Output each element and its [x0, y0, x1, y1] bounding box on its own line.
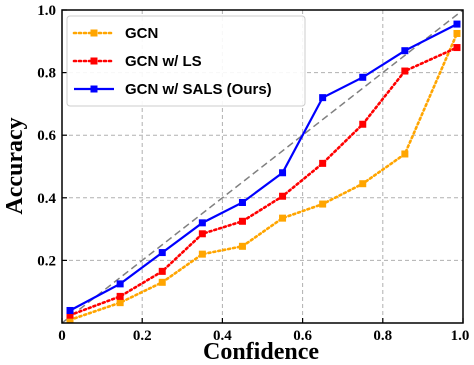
- data-point: [279, 169, 287, 177]
- legend-item: GCN w/ LS: [72, 53, 202, 70]
- data-point: [401, 150, 409, 158]
- series-3: [66, 20, 461, 314]
- series-2: [66, 44, 461, 319]
- series-line: [68, 46, 459, 317]
- series-group: [66, 20, 461, 324]
- data-point: [238, 217, 246, 225]
- data-point: [158, 267, 166, 275]
- legend-marker: [90, 57, 98, 65]
- data-point: [198, 219, 206, 227]
- data-point: [279, 214, 287, 222]
- data-point: [319, 159, 327, 167]
- data-point: [66, 316, 74, 324]
- data-point: [66, 306, 74, 314]
- data-point: [401, 47, 409, 55]
- x-tick-label: 0.4: [213, 328, 232, 344]
- plot-frame: [61, 9, 464, 324]
- data-point: [238, 242, 246, 250]
- legend-box: [66, 15, 306, 107]
- series-line: [68, 32, 459, 322]
- data-point: [238, 198, 246, 206]
- legend-marker: [90, 29, 98, 37]
- data-point: [116, 292, 124, 300]
- data-point: [453, 20, 461, 28]
- data-point: [359, 120, 367, 128]
- series-line: [69, 23, 458, 312]
- perfect-calibration-line: [61, 9, 464, 324]
- data-point: [359, 180, 367, 188]
- x-tick-label: 0: [58, 328, 66, 344]
- x-axis-label: Confidence: [203, 339, 319, 365]
- x-tick-label: 0.8: [373, 328, 392, 344]
- y-tick-label: 0.4: [37, 191, 56, 207]
- data-point: [116, 280, 124, 288]
- legend-item: GCN: [72, 25, 158, 42]
- data-point: [319, 94, 327, 102]
- legend-marker: [90, 85, 98, 93]
- legend-item: GCN w/ SALS (Ours): [74, 81, 272, 98]
- y-axis-label: Accuracy: [2, 117, 28, 214]
- x-tick-label: 0.2: [133, 328, 152, 344]
- data-point: [453, 44, 461, 52]
- y-tick-label: 1.0: [37, 3, 56, 19]
- legend-label: GCN: [125, 25, 158, 42]
- axis-ticks: 0 0.2 0.4 0.6 0.8 1.0 0.2 0.4 0.6 0.8 1.0: [37, 3, 469, 344]
- y-tick-label: 0.6: [37, 128, 56, 144]
- y-tick-label: 0.2: [37, 253, 56, 269]
- data-point: [158, 249, 166, 257]
- legend: GCN GCN w/ LS GCN w/ SALS (Ours): [66, 15, 306, 107]
- data-point: [319, 200, 327, 208]
- legend-label: GCN w/ LS: [125, 53, 202, 70]
- series-1: [66, 29, 461, 324]
- data-point: [453, 29, 461, 37]
- data-point: [116, 299, 124, 307]
- data-point: [66, 311, 74, 319]
- data-point: [359, 73, 367, 81]
- data-point: [158, 278, 166, 286]
- x-tick-label: 1.0: [451, 328, 470, 344]
- data-point: [198, 230, 206, 238]
- y-tick-label: 0.8: [37, 66, 56, 82]
- data-point: [198, 250, 206, 258]
- data-point: [279, 192, 287, 200]
- x-tick-label: 0.6: [293, 328, 312, 344]
- data-point: [401, 67, 409, 75]
- legend-label: GCN w/ SALS (Ours): [125, 81, 272, 98]
